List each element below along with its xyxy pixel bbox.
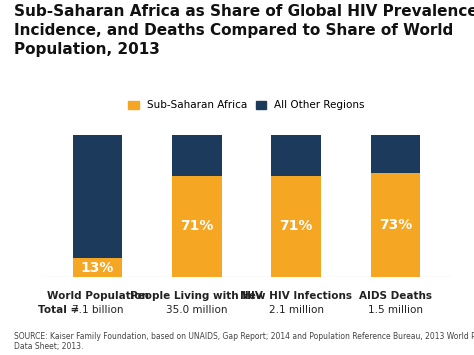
Text: 71%: 71% bbox=[180, 219, 213, 234]
Bar bbox=[271, 176, 321, 277]
Bar bbox=[73, 135, 122, 258]
Bar bbox=[271, 135, 321, 176]
Text: 35.0 million: 35.0 million bbox=[166, 305, 228, 315]
Bar bbox=[172, 135, 222, 176]
Text: New HIV Infections: New HIV Infections bbox=[240, 291, 352, 301]
Text: 2.1 million: 2.1 million bbox=[269, 305, 324, 315]
Text: 73%: 73% bbox=[379, 218, 412, 232]
Text: People Living with HIV: People Living with HIV bbox=[130, 291, 263, 301]
Bar bbox=[371, 135, 420, 173]
Legend: Sub-Saharan Africa, All Other Regions: Sub-Saharan Africa, All Other Regions bbox=[128, 100, 365, 110]
Text: Sub-Saharan Africa as Share of Global HIV Prevalence,
Incidence, and Deaths Comp: Sub-Saharan Africa as Share of Global HI… bbox=[14, 4, 474, 57]
Text: Total =: Total = bbox=[38, 305, 79, 315]
Bar bbox=[371, 173, 420, 277]
Text: World Population: World Population bbox=[46, 291, 148, 301]
Text: AIDS Deaths: AIDS Deaths bbox=[359, 291, 432, 301]
Bar bbox=[73, 258, 122, 277]
Text: 71%: 71% bbox=[280, 219, 313, 234]
Text: SOURCE: Kaiser Family Foundation, based on UNAIDS, Gap Report; 2014 and Populati: SOURCE: Kaiser Family Foundation, based … bbox=[14, 332, 474, 351]
Bar bbox=[172, 176, 222, 277]
Text: 1.5 million: 1.5 million bbox=[368, 305, 423, 315]
Text: 7.1 billion: 7.1 billion bbox=[72, 305, 123, 315]
Text: 13%: 13% bbox=[81, 261, 114, 275]
